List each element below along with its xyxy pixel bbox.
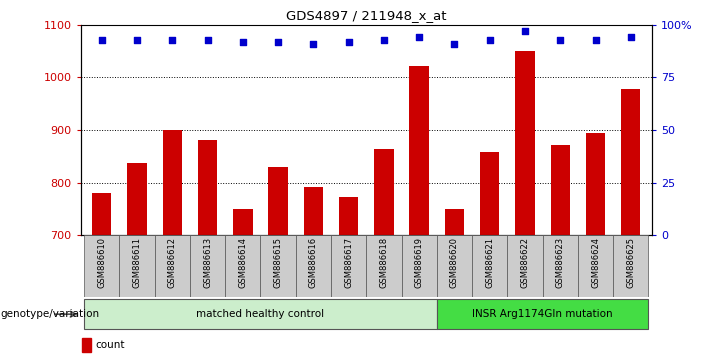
Text: GSM886618: GSM886618	[379, 237, 388, 289]
Text: GSM886616: GSM886616	[309, 237, 318, 289]
Point	[343, 39, 354, 45]
Bar	[84, 235, 119, 297]
Point	[625, 35, 637, 40]
Bar	[119, 235, 155, 297]
Text: GSM886624: GSM886624	[591, 237, 600, 288]
Bar	[374, 149, 393, 235]
Text: GSM886610: GSM886610	[97, 237, 107, 288]
Bar	[621, 89, 641, 235]
Bar	[578, 235, 613, 297]
Text: GSM886614: GSM886614	[238, 237, 247, 288]
Text: GSM886617: GSM886617	[344, 237, 353, 289]
Bar	[515, 51, 535, 235]
Bar	[339, 198, 358, 235]
Bar	[155, 235, 190, 297]
Bar	[268, 167, 288, 235]
Point	[519, 28, 531, 34]
Bar	[261, 235, 296, 297]
Text: GSM886623: GSM886623	[556, 237, 565, 289]
Point	[167, 37, 178, 42]
Bar	[92, 193, 111, 235]
Text: GSM886615: GSM886615	[273, 237, 283, 288]
Point	[308, 41, 319, 47]
Point	[449, 41, 460, 47]
Text: GSM886625: GSM886625	[626, 237, 635, 288]
Bar	[402, 235, 437, 297]
Point	[273, 39, 284, 45]
Bar	[472, 235, 508, 297]
Bar	[437, 299, 648, 329]
Text: GSM886613: GSM886613	[203, 237, 212, 289]
Bar	[437, 235, 472, 297]
Text: GSM886622: GSM886622	[520, 237, 529, 288]
Text: matched healthy control: matched healthy control	[196, 309, 325, 319]
Text: genotype/variation: genotype/variation	[0, 309, 99, 319]
Point	[414, 35, 425, 40]
Bar	[83, 338, 91, 352]
Point	[554, 37, 566, 42]
Bar	[409, 66, 429, 235]
Text: GSM886620: GSM886620	[450, 237, 459, 288]
Bar	[331, 235, 367, 297]
Point	[202, 37, 213, 42]
Bar	[233, 209, 252, 235]
Text: INSR Arg1174Gln mutation: INSR Arg1174Gln mutation	[472, 309, 613, 319]
Text: GSM886619: GSM886619	[415, 237, 423, 288]
Text: GSM886611: GSM886611	[132, 237, 142, 288]
Bar	[128, 163, 147, 235]
Bar	[508, 235, 543, 297]
Bar	[296, 235, 331, 297]
Point	[590, 37, 601, 42]
Point	[237, 39, 248, 45]
Bar	[163, 130, 182, 235]
Bar	[480, 152, 499, 235]
Point	[96, 37, 107, 42]
Bar	[304, 187, 323, 235]
Title: GDS4897 / 211948_x_at: GDS4897 / 211948_x_at	[286, 9, 447, 22]
Bar	[550, 145, 570, 235]
Bar	[190, 235, 225, 297]
Point	[131, 37, 142, 42]
Text: count: count	[95, 340, 125, 350]
Text: GSM886612: GSM886612	[168, 237, 177, 288]
Bar	[84, 299, 437, 329]
Text: GSM886621: GSM886621	[485, 237, 494, 288]
Bar	[613, 235, 648, 297]
Bar	[198, 139, 217, 235]
Bar	[225, 235, 261, 297]
Point	[379, 37, 390, 42]
Point	[484, 37, 496, 42]
Bar	[366, 235, 402, 297]
Bar	[444, 209, 464, 235]
Bar	[543, 235, 578, 297]
Bar	[586, 133, 605, 235]
